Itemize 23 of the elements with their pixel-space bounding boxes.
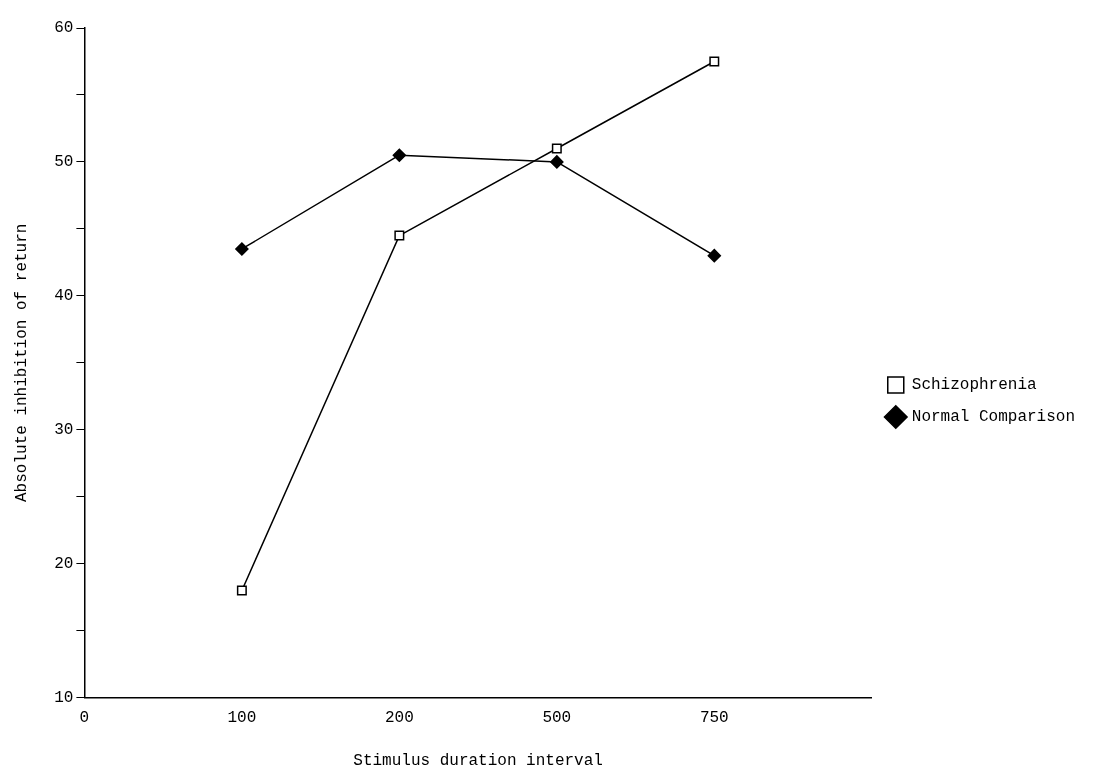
y-tick-label: 60 [54,19,74,38]
x-tick-label: 0 [79,709,90,728]
point [236,585,247,596]
point [551,143,562,154]
point [550,155,564,169]
legend-label: Schizophrenia [911,376,1037,395]
legend-label: Normal Comparison [911,408,1076,427]
point [709,56,720,67]
x-axis-title: Stimulus duration interval [353,751,603,770]
point [392,148,407,162]
point [394,230,405,241]
x-tick-label: 750 [699,709,729,728]
y-tick-label: 50 [54,153,74,172]
y-tick-label: 30 [54,420,74,439]
point [707,248,722,263]
x-tick-label: 100 [227,709,257,728]
y-tick-label: 40 [54,287,74,306]
point [235,242,249,256]
y-axis-title: Absolute inhibition of return [12,223,31,503]
y-tick-label: 20 [54,554,74,573]
x-tick-label: 500 [542,709,572,728]
x-tick-label: 200 [384,709,414,728]
y-tick-label: 10 [54,688,74,707]
